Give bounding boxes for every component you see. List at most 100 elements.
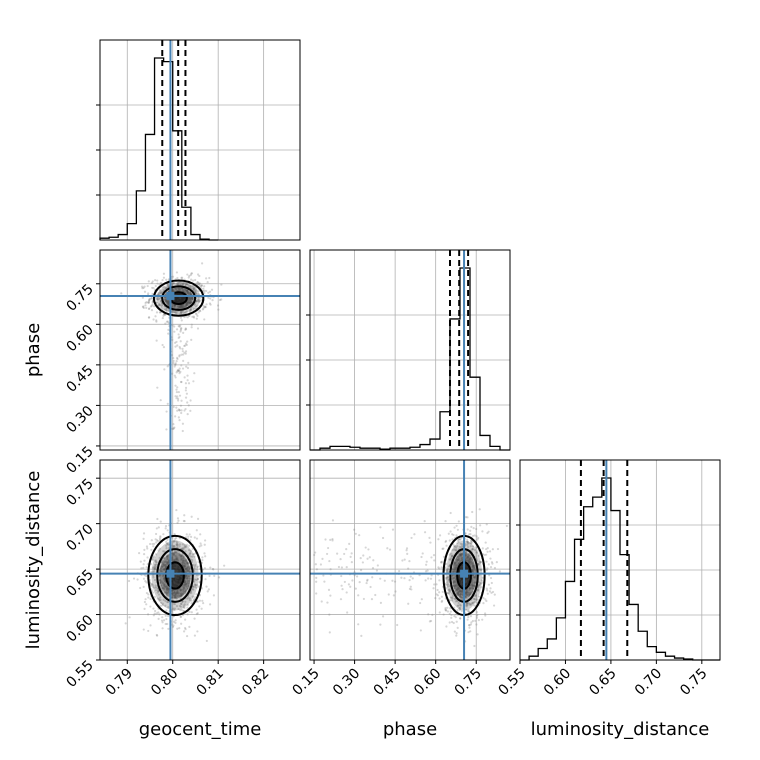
sample-point (469, 630, 472, 633)
sample-point (187, 276, 190, 279)
sample-point (155, 297, 158, 300)
sample-point (153, 563, 157, 567)
sample-point (163, 577, 166, 581)
sample-point (185, 561, 188, 564)
sample-point (455, 587, 458, 590)
sample-point (177, 305, 180, 308)
sample-point (472, 527, 475, 530)
sample-point (164, 599, 167, 603)
sample-point (181, 548, 184, 551)
sample-point (465, 590, 469, 594)
sample-point (465, 594, 468, 597)
sample-point (178, 288, 182, 291)
sample-point (154, 609, 157, 613)
sample-point (441, 547, 444, 551)
sample-point (450, 552, 453, 555)
sample-point (467, 601, 470, 605)
sample-point (175, 397, 178, 400)
sample-point (186, 366, 190, 370)
sample-point (160, 292, 163, 295)
sample-point (477, 619, 480, 622)
sample-point (171, 287, 174, 291)
sample-point (172, 546, 175, 549)
sample-point (329, 594, 332, 597)
sample-point (176, 543, 180, 546)
sample-point (172, 281, 175, 284)
sample-point (188, 297, 192, 300)
sample-point (173, 550, 176, 553)
sample-point (184, 628, 187, 631)
sample-point (201, 308, 204, 311)
sample-point (158, 578, 161, 582)
sample-point (460, 545, 463, 548)
sample-point (189, 293, 192, 296)
sample-point (393, 580, 397, 583)
sample-point (451, 549, 454, 552)
sample-point (470, 561, 474, 564)
sample-point (157, 549, 160, 552)
sample-point (173, 304, 176, 307)
sample-point (331, 519, 335, 522)
sample-point (198, 309, 202, 312)
sample-point (465, 604, 468, 607)
sample-point (445, 609, 448, 612)
sample-point (455, 549, 458, 552)
sample-point (185, 282, 189, 286)
sample-point (173, 330, 176, 333)
sample-point (164, 308, 167, 311)
sample-point (162, 574, 165, 577)
sample-point (144, 574, 147, 577)
sample-point (452, 562, 456, 565)
sample-point (188, 300, 191, 304)
sample-point (458, 538, 461, 541)
sample-point (185, 302, 188, 306)
sample-point (173, 589, 176, 592)
contour-line (152, 279, 205, 317)
sample-point (466, 609, 469, 613)
sample-point (496, 547, 500, 551)
sample-point (465, 557, 468, 560)
sample-point (328, 559, 331, 563)
sample-point (454, 567, 457, 570)
sample-point (158, 537, 162, 540)
sample-point (184, 550, 187, 553)
sample-point (466, 516, 469, 519)
sample-point (479, 561, 482, 564)
sample-point (185, 302, 188, 305)
sample-point (453, 565, 456, 569)
sample-point (458, 607, 461, 610)
sample-point (181, 276, 184, 279)
sample-point (455, 563, 458, 567)
sample-point (178, 627, 181, 630)
sample-point (185, 533, 188, 536)
sample-point (458, 590, 461, 593)
sample-point (447, 583, 450, 586)
sample-point (433, 583, 436, 586)
sample-point (426, 569, 429, 572)
sample-point (181, 282, 185, 285)
sample-point (182, 306, 185, 309)
sample-point (459, 617, 462, 620)
sample-point (157, 617, 160, 620)
sample-point (180, 319, 183, 322)
sample-point (207, 291, 210, 294)
sample-point (156, 282, 159, 285)
sample-point (413, 533, 416, 536)
sample-point (475, 623, 478, 626)
sample-point (178, 394, 182, 397)
sample-point (372, 559, 375, 562)
sample-point (166, 542, 169, 545)
sample-point (471, 545, 475, 548)
sample-point (177, 591, 180, 594)
sample-point (176, 344, 179, 347)
sample-point (196, 327, 200, 330)
sample-point (198, 605, 201, 608)
sample-point (203, 318, 206, 321)
sample-point (154, 586, 158, 589)
sample-point (473, 598, 476, 601)
sample-point (459, 595, 462, 598)
sample-point (172, 539, 175, 542)
sample-point (350, 561, 353, 564)
sample-point (158, 569, 161, 572)
sample-point (468, 554, 471, 557)
